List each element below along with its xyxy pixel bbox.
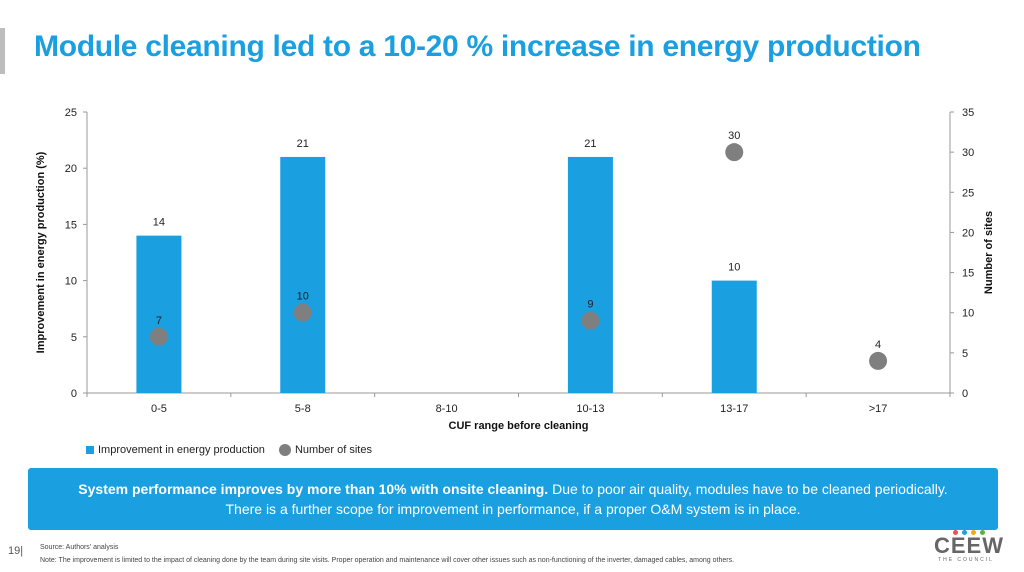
- legend-swatch-bar: [86, 446, 94, 454]
- y-tick-label-right: 10: [962, 308, 974, 320]
- logo-dot: [971, 530, 976, 535]
- y-tick-label-left: 20: [65, 163, 77, 175]
- x-tick-label: 0-5: [151, 403, 167, 415]
- y-tick-label-left: 0: [71, 388, 77, 400]
- point-data-label: 9: [587, 299, 593, 311]
- logo-dot: [980, 530, 985, 535]
- source-line: Source: Authors' analysis: [40, 544, 119, 551]
- point-data-label: 7: [156, 315, 162, 327]
- logo-dot: [953, 530, 958, 535]
- bar: [567, 156, 613, 393]
- y-tick-label-right: 5: [962, 348, 968, 360]
- x-tick-label: 8-10: [436, 403, 458, 415]
- y-tick-label-left: 10: [65, 276, 77, 288]
- note-line: Note: The improvement is limited to the …: [40, 557, 735, 564]
- bar: [136, 235, 182, 393]
- page-title: Module cleaning led to a 10-20 % increas…: [34, 30, 921, 63]
- legend-item-improvement: Improvement in energy production: [86, 444, 265, 456]
- point-data-label: 10: [297, 291, 309, 303]
- y-tick-label-left: 25: [65, 107, 77, 119]
- bar: [280, 156, 326, 393]
- logo-subtext: THE COUNCIL: [938, 557, 994, 563]
- point-data-label: 4: [875, 339, 881, 351]
- y-tick-label-left: 15: [65, 219, 77, 231]
- y-tick-label-right: 25: [962, 187, 974, 199]
- bar: [711, 280, 757, 393]
- page-number-value: 19: [8, 545, 21, 557]
- x-tick-label: 13-17: [720, 403, 748, 415]
- point-data-label: 30: [728, 130, 740, 142]
- x-axis-label: CUF range before cleaning: [449, 420, 589, 432]
- logo-dot: [962, 530, 967, 535]
- bar-data-label: 21: [584, 138, 596, 150]
- bar-data-label: 21: [297, 138, 309, 150]
- y-tick-label-right: 0: [962, 388, 968, 400]
- x-tick-label: 10-13: [576, 403, 604, 415]
- takeaway-bold: System performance improves by more than…: [78, 481, 549, 497]
- logo-dots: [940, 530, 998, 535]
- takeaway-text: Due to poor air quality, modules have to…: [225, 481, 948, 517]
- point: [725, 143, 744, 162]
- bar-data-label: 14: [153, 217, 165, 229]
- chart-legend: Improvement in energy production Number …: [86, 444, 372, 456]
- y-tick-label-right: 20: [962, 227, 974, 239]
- point: [581, 311, 600, 330]
- x-tick-label: >17: [869, 403, 888, 415]
- y-axis-label-left: Improvement in energy production (%): [35, 151, 47, 353]
- y-tick-label-right: 30: [962, 147, 974, 159]
- page-number: 19|: [8, 545, 24, 557]
- bar-data-label: 10: [728, 262, 740, 274]
- y-tick-label-right: 15: [962, 268, 974, 280]
- legend-label-improvement: Improvement in energy production: [98, 444, 265, 456]
- point: [149, 327, 168, 346]
- x-tick-label: 5-8: [295, 403, 311, 415]
- accent-bar: [0, 28, 5, 74]
- legend-swatch-dot: [278, 444, 291, 456]
- point: [869, 351, 888, 370]
- legend-item-sites: Number of sites: [278, 444, 372, 456]
- source-notes: Source: Authors' analysis Note: The impr…: [40, 541, 734, 567]
- point: [293, 303, 312, 322]
- legend-label-sites: Number of sites: [294, 444, 372, 456]
- y-axis-label-right: Number of sites: [983, 211, 995, 294]
- logo-text: CEEW: [934, 533, 1004, 558]
- chart: 0 5 10 15 20 25 0 5 10 15 20 25 30 35 0-5 5-8 8-10 10-13 1…: [35, 107, 995, 432]
- y-tick-label-right: 35: [962, 107, 974, 119]
- y-tick-label-left: 5: [71, 332, 77, 344]
- ceew-logo: CEEW THE COUNCIL: [934, 530, 1004, 570]
- key-takeaway-box: System performance improves by more than…: [28, 468, 998, 530]
